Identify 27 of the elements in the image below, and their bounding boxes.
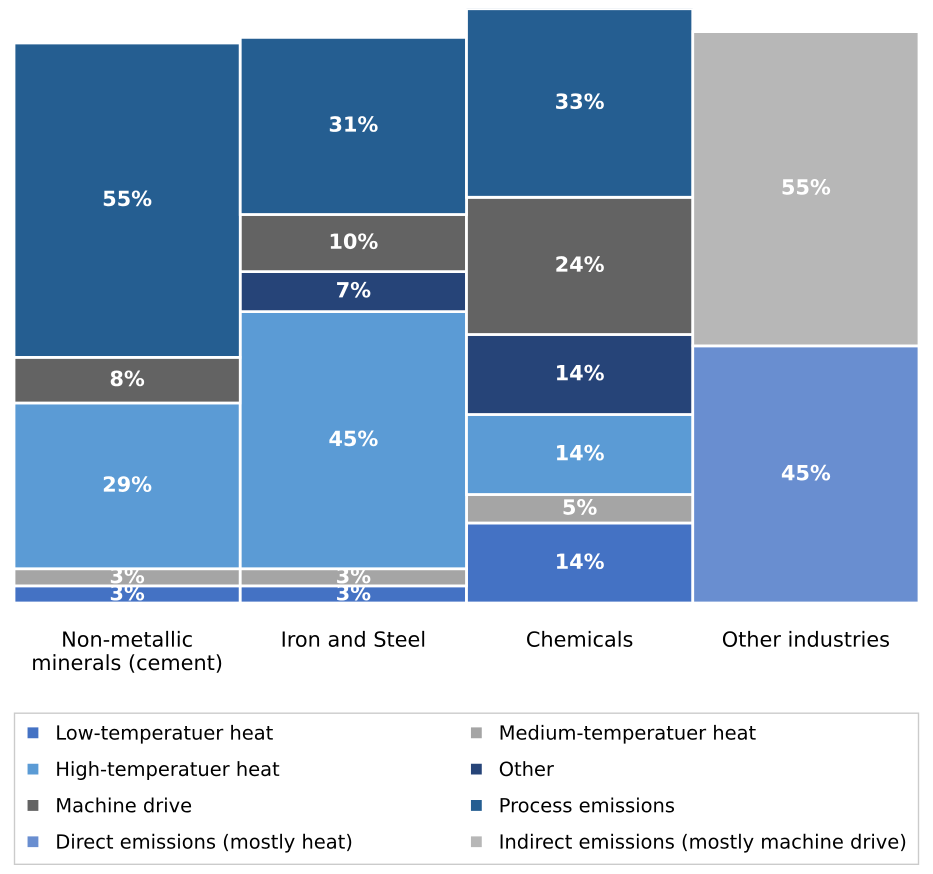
- data-label: 33%: [556, 93, 604, 110]
- data-label: 45%: [782, 464, 830, 481]
- data-label: 55%: [104, 190, 152, 206]
- data-label: 14%: [557, 364, 604, 381]
- data-label: 5%: [564, 499, 597, 515]
- x-tick-label: Iron and Steel: [282, 630, 424, 647]
- data-label: 29%: [104, 476, 152, 492]
- data-label: 31%: [330, 116, 378, 132]
- data-label: 14%: [557, 444, 604, 461]
- data-label: 55%: [782, 179, 830, 195]
- data-label: 8%: [110, 370, 144, 386]
- legend-label: Process emissions: [500, 797, 674, 813]
- x-tick-label: Chemicals: [527, 630, 632, 647]
- legend-label: Indirect emissions (mostly machine drive): [500, 834, 906, 853]
- x-tick-label: Non-metallic minerals (cement): [33, 630, 222, 673]
- legend-label: Machine drive: [57, 797, 192, 813]
- data-label: 45%: [329, 430, 378, 446]
- legend-label: Direct emissions (mostly heat): [57, 834, 352, 853]
- legend-label: Other: [500, 761, 554, 776]
- data-label: 24%: [556, 256, 604, 272]
- legend-label: Low-temperatuer heat: [57, 724, 273, 744]
- data-label: 7%: [337, 282, 370, 298]
- legend-label: Medium-temperatuer heat: [500, 724, 756, 744]
- data-label: 14%: [557, 553, 604, 570]
- legend-label: High-temperatuer heat: [57, 761, 280, 780]
- data-label: 10%: [330, 233, 378, 250]
- x-tick-label: Other industries: [722, 630, 889, 647]
